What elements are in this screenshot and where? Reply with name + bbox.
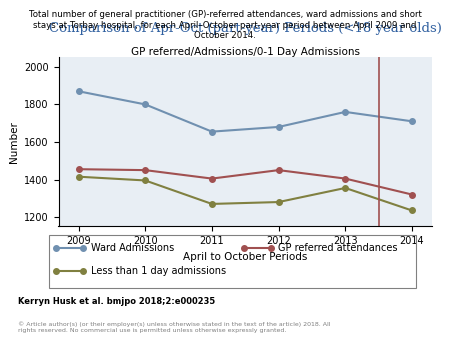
Text: BMJ Paediatrics Open: BMJ Paediatrics Open [362, 315, 421, 320]
Text: Total number of general practitioner (GP)-referred attendances, ward admissions : Total number of general practitioner (GP… [28, 10, 422, 40]
Text: © Article author(s) (or their employer(s) unless otherwise stated in the text of: © Article author(s) (or their employer(s… [18, 321, 330, 333]
Text: Less than 1 day admissions: Less than 1 day admissions [91, 266, 226, 275]
Text: Comparison of Apr-Oct (part-year) Periods (<18 year olds): Comparison of Apr-Oct (part-year) Period… [49, 23, 442, 35]
Title: GP referred/Admissions/0-1 Day Admissions: GP referred/Admissions/0-1 Day Admission… [131, 47, 360, 57]
Text: Kerryn Husk et al. bmjpo 2018;2:e000235: Kerryn Husk et al. bmjpo 2018;2:e000235 [18, 297, 215, 307]
Text: GP referred attendances: GP referred attendances [278, 243, 398, 252]
X-axis label: April to October Periods: April to October Periods [183, 252, 307, 262]
Text: Ward Admissions: Ward Admissions [91, 243, 174, 252]
Y-axis label: Number: Number [9, 121, 18, 163]
